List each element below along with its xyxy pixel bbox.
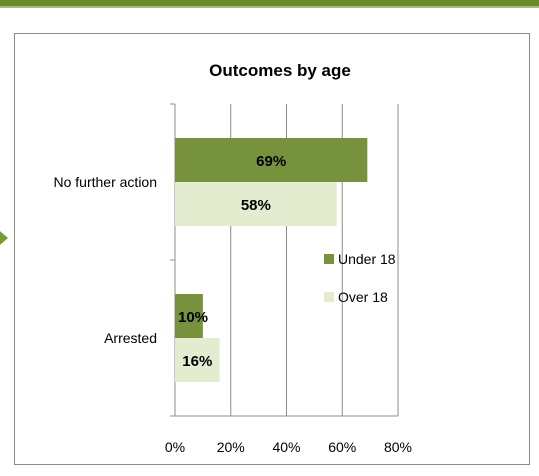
x-tick-label: 40% [272, 439, 300, 455]
x-tick-label: 0% [165, 439, 185, 455]
chart-frame [14, 33, 530, 465]
legend-label: Under 18 [338, 251, 396, 267]
bar [175, 338, 220, 382]
bar [175, 138, 368, 182]
top-accent-rule [0, 0, 539, 6]
data-label: 58% [241, 197, 271, 214]
bar [175, 182, 337, 226]
legend-label: Over 18 [338, 289, 388, 305]
legend-swatch [324, 254, 334, 264]
x-tick-label: 80% [384, 439, 412, 455]
x-tick-label: 60% [328, 439, 356, 455]
legend-swatch [324, 292, 334, 302]
side-arrow-icon [0, 226, 8, 250]
data-label: 69% [256, 153, 286, 170]
top-accent-rule-shadow [0, 6, 539, 8]
category-label: Arrested [104, 330, 157, 346]
data-label: 10% [178, 309, 208, 326]
category-label: No further action [54, 174, 158, 190]
chart-title: Outcomes by age [209, 61, 351, 80]
bar [175, 294, 203, 338]
data-label: 16% [182, 353, 212, 370]
x-tick-label: 20% [217, 439, 245, 455]
